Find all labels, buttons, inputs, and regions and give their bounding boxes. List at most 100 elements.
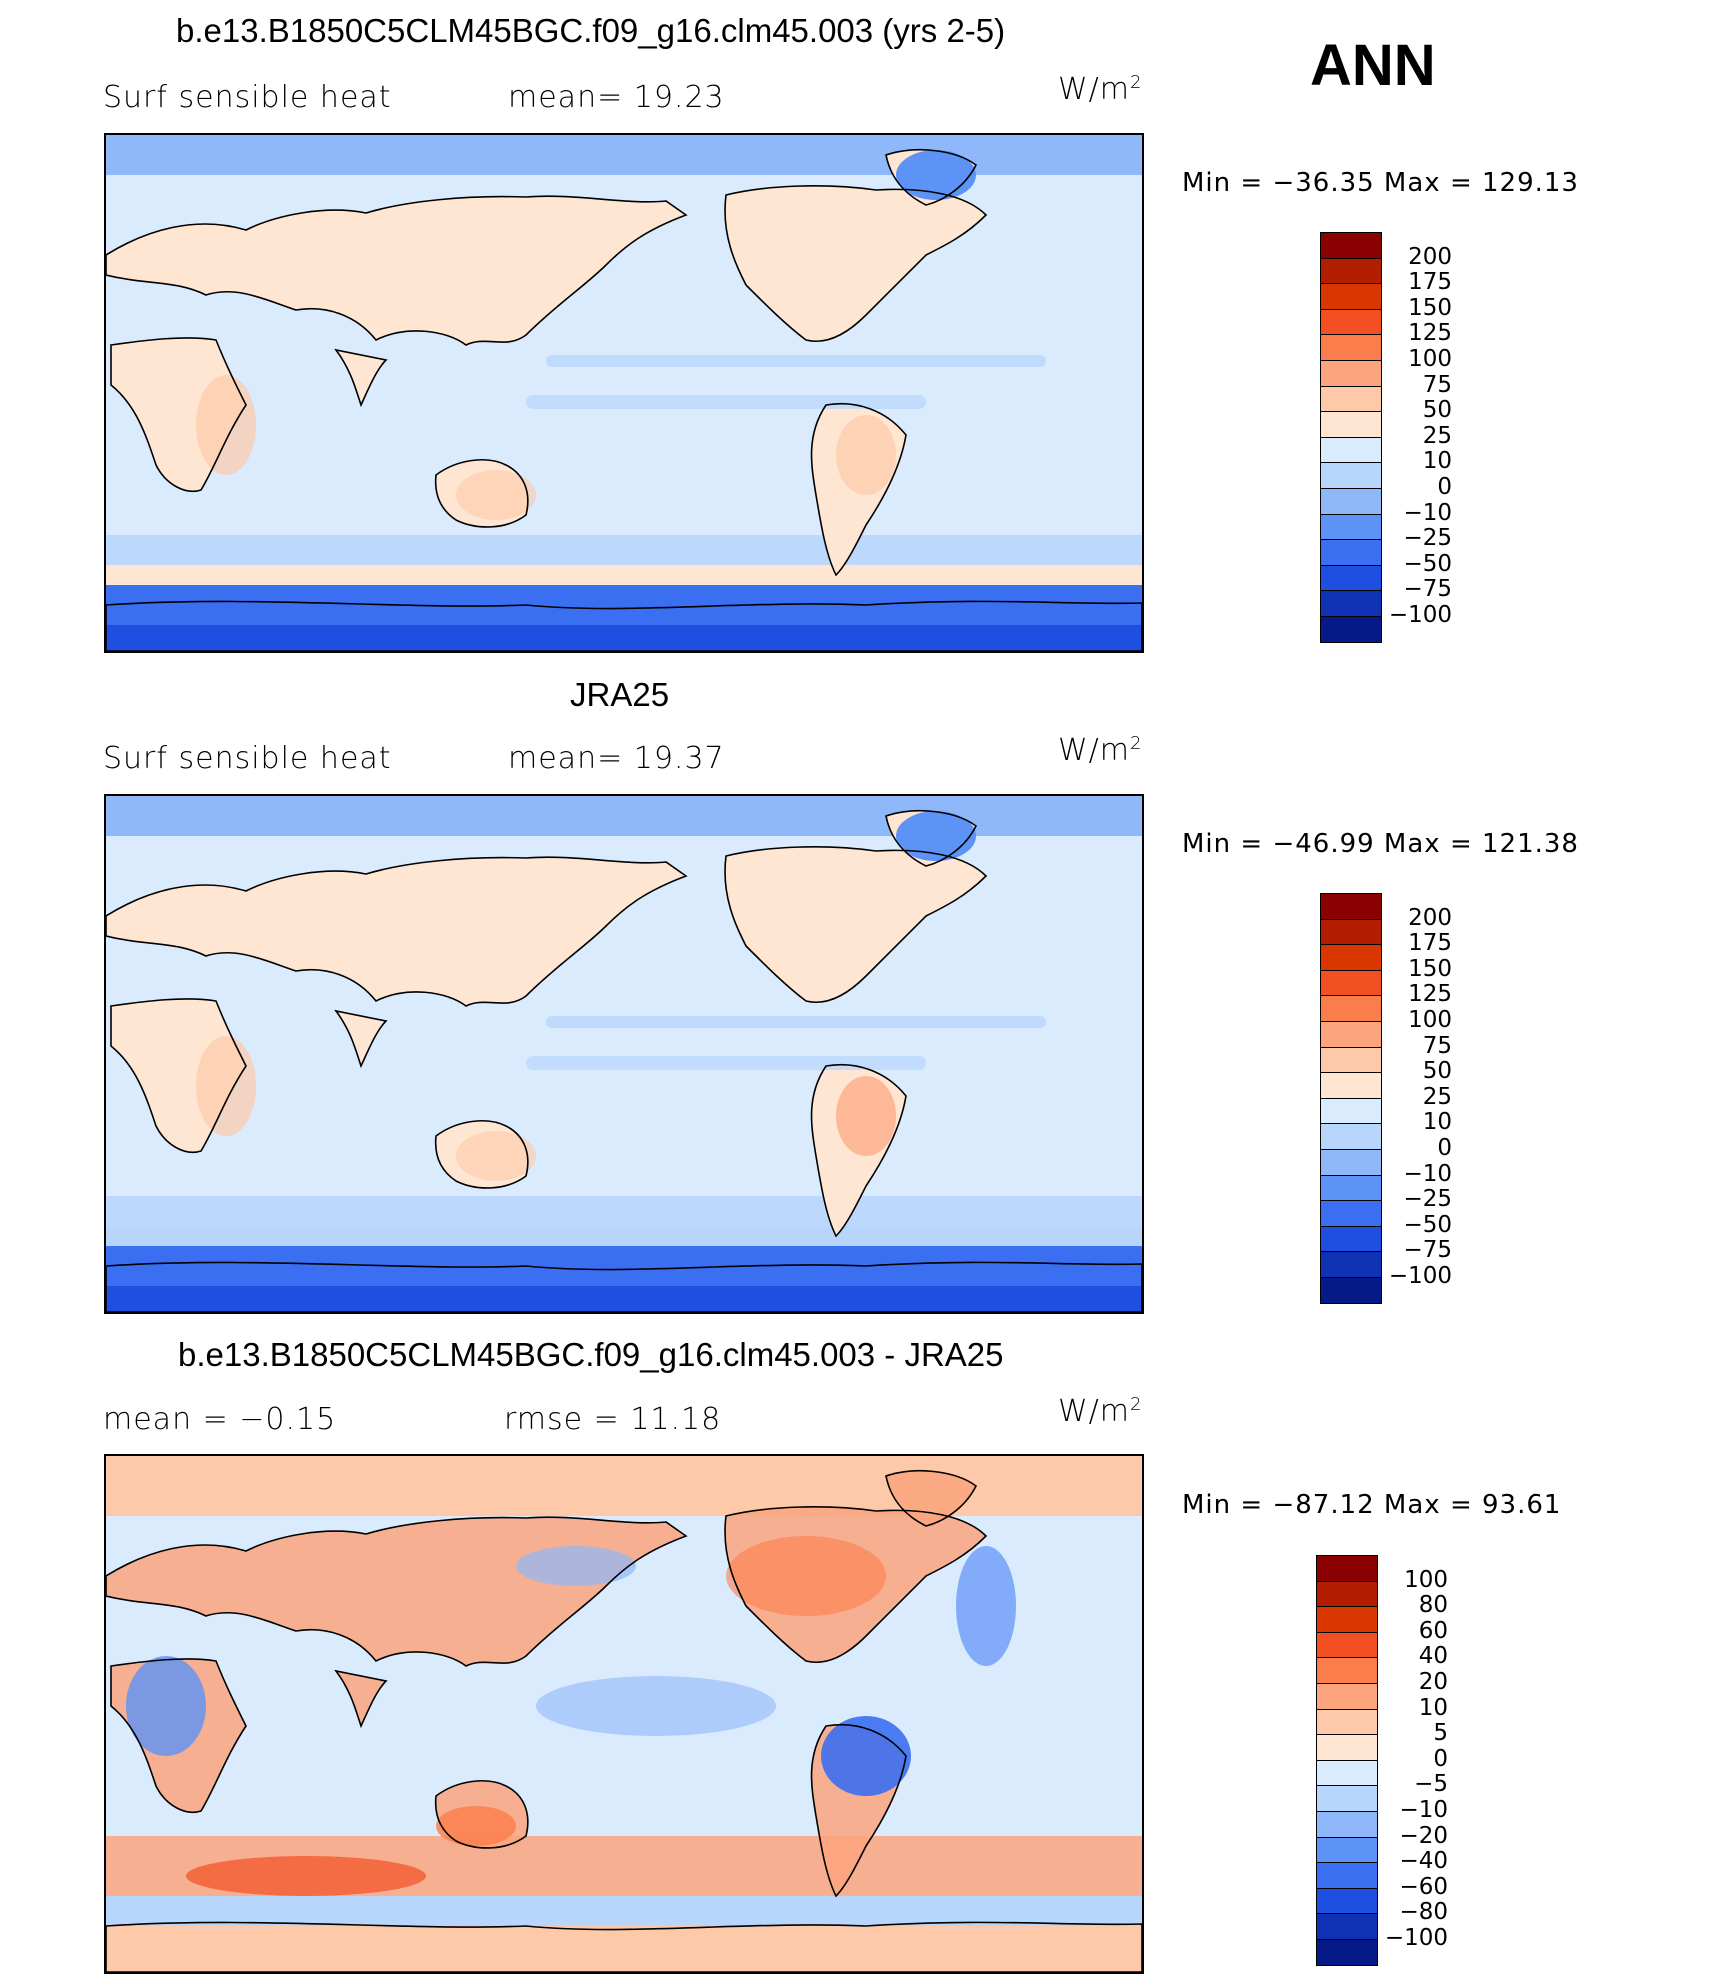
colorbar-tick-label: 200 — [1408, 904, 1452, 931]
colorbar-tick-label: 100 — [1408, 1007, 1452, 1033]
colorbar-swatch — [1316, 1555, 1378, 1582]
panel-title: b.e13.B1850C5CLM45BGC.f09_g16.clm45.003 … — [178, 1336, 1004, 1373]
colorbar-swatch — [1320, 616, 1382, 643]
colorbar-swatch — [1316, 1887, 1378, 1915]
panel-title: JRA25 — [570, 676, 670, 713]
units-label: W/m2 — [1058, 733, 1143, 768]
colorbar-tick-label: 20 — [1418, 1669, 1448, 1695]
colorbar-swatch — [1320, 385, 1382, 413]
units-label: W/m2 — [1058, 1394, 1143, 1429]
colorbar-swatch — [1320, 411, 1382, 438]
colorbar-tick-label: −80 — [1399, 1899, 1448, 1926]
map-panel-obs — [104, 794, 1144, 1314]
contour-map — [106, 135, 1142, 651]
colorbar-tick-label: −10 — [1403, 1160, 1452, 1187]
colorbar-swatch — [1316, 1606, 1378, 1633]
min-max-label: Min = −46.99 Max = 121.38 — [1182, 829, 1579, 859]
colorbar-swatch — [1320, 436, 1382, 464]
colorbar-tick-label: 175 — [1408, 930, 1452, 957]
colorbar-swatch — [1320, 488, 1382, 515]
colorbar-swatch — [1320, 1200, 1382, 1227]
colorbar-tick-label: −25 — [1403, 525, 1452, 552]
colorbar-tick-label: 100 — [1408, 346, 1452, 372]
colorbar-swatch — [1320, 360, 1382, 387]
colorbar-tick-label: 150 — [1408, 294, 1452, 321]
colorbar-swatch — [1316, 1657, 1378, 1684]
colorbar-tick-label: 125 — [1408, 320, 1452, 347]
colorbar-tick-label: 100 — [1404, 1566, 1448, 1593]
colorbar-tick-label: −50 — [1403, 1211, 1452, 1238]
colorbar-tick-label: −20 — [1399, 1822, 1448, 1849]
colorbar-tick-label: −75 — [1403, 1237, 1452, 1264]
contour-map — [106, 796, 1142, 1312]
colorbar-tick-label: −40 — [1399, 1848, 1448, 1875]
colorbar-swatch — [1320, 995, 1382, 1022]
colorbar-tick-label: 0 — [1437, 474, 1452, 500]
colorbar-swatch — [1316, 1708, 1378, 1736]
colorbar-tick-label: −10 — [1399, 1797, 1448, 1823]
variable-label: Surf sensible heat — [103, 741, 392, 776]
colorbar-tick-label: 25 — [1422, 1083, 1452, 1110]
colorbar-tick-label: 50 — [1422, 1058, 1452, 1085]
colorbar-swatch — [1320, 1072, 1382, 1099]
colorbar-swatch — [1316, 1862, 1378, 1889]
colorbar-swatch — [1320, 893, 1382, 920]
colorbar-tick-label: 175 — [1408, 269, 1452, 296]
mean-label: mean= 19.37 — [508, 741, 725, 776]
colorbar-swatch — [1320, 308, 1382, 336]
colorbar-tick-label: −25 — [1403, 1186, 1452, 1213]
colorbar-tick-label: 5 — [1433, 1720, 1448, 1747]
colorbar-swatch — [1320, 334, 1382, 361]
colorbar-swatch — [1320, 257, 1382, 285]
season-label: ANN — [1310, 33, 1436, 98]
colorbar-swatch — [1320, 1123, 1382, 1150]
colorbar-swatch — [1320, 539, 1382, 566]
colorbar-swatch — [1320, 1046, 1382, 1074]
colorbar-swatch — [1320, 1097, 1382, 1125]
colorbar-tick-label: 75 — [1422, 371, 1452, 398]
colorbar-tick-label: 75 — [1422, 1032, 1452, 1059]
map-panel-diff — [104, 1454, 1144, 1974]
colorbar-tick-label: 10 — [1418, 1694, 1448, 1721]
colorbar-tick-label: 200 — [1408, 243, 1452, 270]
contour-map — [106, 1456, 1142, 1972]
colorbar-tick-label: 0 — [1437, 1135, 1452, 1161]
colorbar-swatch — [1320, 590, 1382, 617]
colorbar-swatch — [1316, 1913, 1378, 1940]
colorbar-swatch — [1316, 1836, 1378, 1864]
colorbar-swatch — [1316, 1939, 1378, 1966]
colorbar-swatch — [1320, 1174, 1382, 1202]
min-max-label: Min = −87.12 Max = 93.61 — [1182, 1490, 1562, 1520]
colorbar-tick-label: −60 — [1399, 1873, 1448, 1900]
colorbar-tick-label: −10 — [1403, 499, 1452, 526]
colorbar-swatch — [1316, 1631, 1378, 1659]
units-label: W/m2 — [1058, 72, 1143, 107]
colorbar-swatch — [1320, 513, 1382, 541]
colorbar-tick-label: −50 — [1403, 550, 1452, 577]
colorbar-tick-label: −75 — [1403, 576, 1452, 603]
colorbar-swatch — [1320, 1225, 1382, 1253]
colorbar-tick-label: 0 — [1433, 1745, 1448, 1772]
colorbar-tick-label: 40 — [1418, 1643, 1448, 1670]
panel-title: b.e13.B1850C5CLM45BGC.f09_g16.clm45.003 … — [176, 12, 1006, 49]
colorbar-tick-label: −100 — [1388, 1263, 1452, 1289]
colorbar-swatch — [1320, 564, 1382, 592]
colorbar-swatch — [1320, 1251, 1382, 1278]
colorbar-tick-label: 50 — [1422, 397, 1452, 424]
colorbar-swatch — [1320, 1149, 1382, 1176]
colorbar-tick-label: 125 — [1408, 981, 1452, 1008]
mean-label: mean= 19.23 — [508, 80, 725, 115]
colorbar-swatch — [1316, 1683, 1378, 1710]
colorbar-tick-label: −100 — [1388, 602, 1452, 628]
colorbar-swatch — [1320, 969, 1382, 997]
colorbar-tick-label: −100 — [1384, 1925, 1448, 1951]
colorbar-swatch — [1316, 1580, 1378, 1608]
colorbar-swatch — [1316, 1734, 1378, 1761]
colorbar-swatch — [1320, 1021, 1382, 1048]
colorbar-swatch — [1320, 1277, 1382, 1304]
colorbar-swatch — [1316, 1785, 1378, 1812]
colorbar-tick-label: 25 — [1422, 422, 1452, 449]
mean-label: mean = −0.15 — [103, 1402, 337, 1437]
colorbar-tick-label: 10 — [1422, 1109, 1452, 1136]
colorbar-swatch — [1320, 944, 1382, 971]
